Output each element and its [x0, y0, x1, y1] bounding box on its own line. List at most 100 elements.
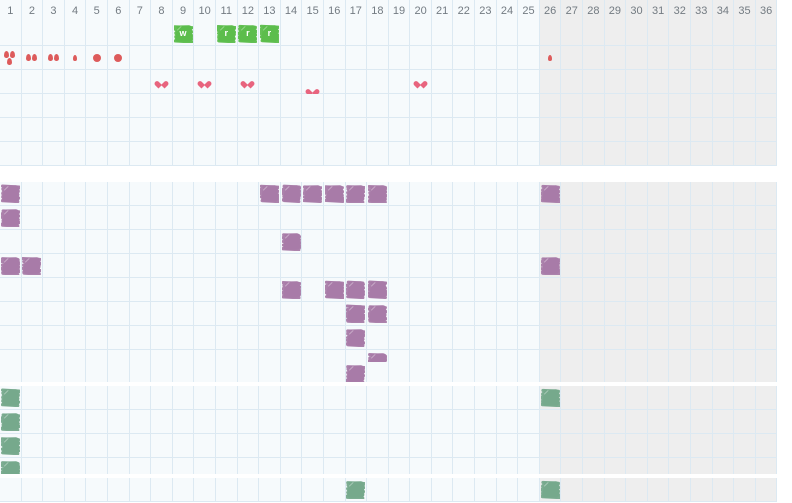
calendar-cell[interactable]	[367, 142, 389, 166]
calendar-cell[interactable]	[626, 326, 648, 350]
day-header-8[interactable]: 8	[151, 0, 173, 22]
day-header-10[interactable]: 10	[194, 0, 216, 22]
calendar-cell[interactable]	[712, 118, 735, 142]
flow-spotting[interactable]	[86, 46, 107, 69]
calendar-cell[interactable]	[518, 70, 540, 94]
calendar-cell[interactable]	[431, 182, 454, 206]
calendar-cell[interactable]	[259, 478, 281, 502]
calendar-cell[interactable]	[21, 254, 44, 278]
day-header-21[interactable]: 21	[431, 0, 454, 22]
calendar-cell[interactable]	[604, 182, 627, 206]
calendar-cell[interactable]	[647, 118, 670, 142]
calendar-cell[interactable]	[712, 230, 735, 254]
calendar-cell[interactable]	[734, 142, 756, 166]
calendar-cell[interactable]	[561, 46, 584, 70]
calendar-cell[interactable]	[388, 22, 411, 46]
calendar-cell[interactable]	[43, 182, 65, 206]
calendar-cell[interactable]	[755, 118, 778, 142]
workout-blob-r[interactable]: r	[216, 22, 237, 45]
calendar-cell[interactable]	[302, 182, 324, 206]
calendar-cell[interactable]	[604, 434, 627, 458]
calendar-cell[interactable]	[86, 478, 108, 502]
calendar-cell[interactable]	[151, 302, 173, 326]
calendar-cell[interactable]	[367, 478, 389, 502]
day-header-7[interactable]: 7	[129, 0, 152, 22]
calendar-cell[interactable]	[21, 386, 44, 410]
calendar-cell[interactable]	[496, 230, 519, 254]
calendar-cell[interactable]	[561, 206, 584, 230]
calendar-cell[interactable]	[172, 206, 195, 230]
calendar-cell[interactable]	[518, 386, 540, 410]
calendar-cell[interactable]	[604, 302, 627, 326]
calendar-cell[interactable]	[604, 46, 627, 70]
calendar-cell[interactable]	[734, 118, 756, 142]
calendar-cell[interactable]	[496, 326, 519, 350]
calendar-cell[interactable]	[583, 230, 605, 254]
calendar-cell[interactable]	[302, 22, 324, 46]
calendar-cell[interactable]	[86, 326, 108, 350]
symptom-blob[interactable]	[346, 326, 367, 349]
calendar-cell[interactable]	[280, 326, 303, 350]
calendar-cell[interactable]	[604, 206, 627, 230]
calendar-cell[interactable]	[323, 142, 346, 166]
calendar-cell[interactable]	[259, 230, 281, 254]
calendar-cell[interactable]	[280, 434, 303, 458]
calendar-cell[interactable]	[367, 46, 389, 70]
calendar-cell[interactable]	[302, 326, 324, 350]
calendar-cell[interactable]	[388, 70, 411, 94]
calendar-cell[interactable]	[129, 302, 152, 326]
calendar-cell[interactable]	[323, 434, 346, 458]
calendar-cell[interactable]	[691, 302, 713, 326]
symptom-blob[interactable]	[324, 182, 345, 205]
calendar-cell[interactable]	[561, 70, 584, 94]
calendar-cell[interactable]	[755, 230, 778, 254]
day-header-36[interactable]: 36	[755, 0, 778, 22]
calendar-cell[interactable]	[194, 46, 216, 70]
calendar-cell[interactable]	[626, 206, 648, 230]
calendar-cell[interactable]	[107, 434, 130, 458]
calendar-cell[interactable]	[604, 70, 627, 94]
calendar-cell[interactable]	[215, 410, 238, 434]
calendar-cell[interactable]	[431, 46, 454, 70]
calendar-cell[interactable]	[21, 142, 44, 166]
calendar-cell[interactable]	[604, 142, 627, 166]
calendar-cell[interactable]	[0, 302, 22, 326]
calendar-cell[interactable]	[734, 386, 756, 410]
calendar-cell[interactable]	[302, 46, 324, 70]
calendar-cell[interactable]	[323, 302, 346, 326]
calendar-cell[interactable]	[626, 70, 648, 94]
calendar-cell[interactable]	[237, 254, 260, 278]
calendar-cell[interactable]	[410, 118, 432, 142]
calendar-cell[interactable]	[561, 94, 584, 118]
calendar-cell[interactable]	[64, 326, 87, 350]
calendar-cell[interactable]	[755, 70, 778, 94]
calendar-cell[interactable]	[280, 206, 303, 230]
calendar-cell[interactable]	[410, 70, 432, 94]
flow-light[interactable]	[65, 46, 86, 69]
calendar-cell[interactable]	[345, 46, 368, 70]
calendar-cell[interactable]	[86, 206, 108, 230]
calendar-cell[interactable]	[647, 478, 670, 502]
calendar-cell[interactable]	[345, 386, 368, 410]
note-blob[interactable]	[540, 478, 561, 501]
calendar-cell[interactable]	[755, 94, 778, 118]
calendar-cell[interactable]	[583, 478, 605, 502]
calendar-cell[interactable]	[388, 46, 411, 70]
calendar-cell[interactable]	[21, 230, 44, 254]
calendar-cell[interactable]	[647, 182, 670, 206]
calendar-cell[interactable]	[172, 278, 195, 302]
calendar-cell[interactable]	[518, 182, 540, 206]
calendar-cell[interactable]	[151, 22, 173, 46]
calendar-cell[interactable]	[518, 118, 540, 142]
calendar-cell[interactable]	[496, 206, 519, 230]
calendar-cell[interactable]	[734, 70, 756, 94]
flow-heavy[interactable]	[0, 46, 21, 69]
day-header-9[interactable]: 9	[172, 0, 195, 22]
calendar-cell[interactable]	[431, 278, 454, 302]
workout-blob-r[interactable]: r	[259, 22, 280, 45]
calendar-cell[interactable]	[129, 386, 152, 410]
calendar-cell[interactable]	[712, 478, 735, 502]
calendar-cell[interactable]	[367, 118, 389, 142]
calendar-cell[interactable]	[0, 410, 22, 434]
calendar-cell[interactable]	[669, 118, 691, 142]
